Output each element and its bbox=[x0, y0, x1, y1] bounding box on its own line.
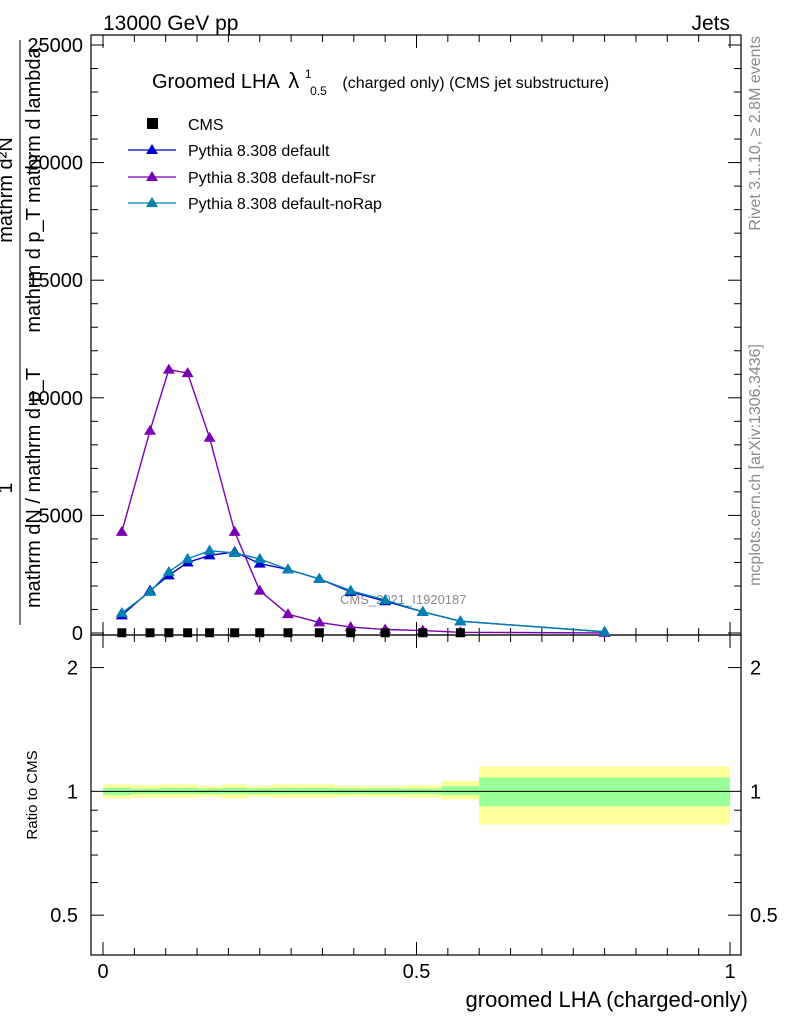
series-norap-marker bbox=[162, 565, 175, 576]
series-norap-marker bbox=[598, 625, 611, 636]
cms-marker bbox=[183, 628, 193, 638]
y-tick-label: 20000 bbox=[27, 153, 83, 175]
series-norap-marker bbox=[203, 544, 216, 555]
y-label-denominator: mathrm dN / mathrm d p_T bbox=[23, 368, 45, 608]
series-norap-marker bbox=[281, 563, 294, 574]
y-label-numerator-2: mathrm d p_T mathrm d lambda bbox=[23, 46, 45, 332]
cms-points bbox=[117, 628, 465, 638]
series-nofsr-marker bbox=[181, 367, 194, 378]
cms-marker bbox=[455, 628, 465, 638]
series-norap-marker bbox=[454, 615, 467, 626]
y-tick-label: 0 bbox=[72, 623, 83, 645]
x-tick-label: 0.5 bbox=[403, 961, 431, 983]
cms-marker bbox=[205, 628, 215, 638]
series-norap-marker bbox=[115, 607, 128, 618]
series-norap-marker bbox=[181, 552, 194, 563]
y-label-numerator: mathrm d²N bbox=[0, 137, 17, 243]
cms-marker bbox=[164, 628, 174, 638]
series-norap-marker bbox=[253, 552, 266, 563]
ratio-y-ticks: 0.5 0.5 1 1 2 2 bbox=[50, 658, 778, 928]
legend: CMS Pythia 8.308 default Pythia 8.308 de… bbox=[128, 117, 382, 213]
x-tick-label: 0 bbox=[97, 961, 108, 983]
rivet-label: Rivet 3.1.10, ≥ 2.8M events bbox=[747, 36, 764, 231]
series-norap-marker bbox=[144, 585, 157, 596]
cms-marker bbox=[418, 628, 428, 638]
main-title: Groomed LHA λ 1 0.5 (charged only) (CMS … bbox=[152, 61, 609, 100]
ratio-tick-label-left: 1 bbox=[67, 781, 78, 803]
legend-cms-marker bbox=[147, 118, 158, 129]
series-nofsr-marker bbox=[228, 525, 241, 536]
ratio-tick-label-right: 2 bbox=[750, 658, 761, 680]
process-label: Jets bbox=[691, 12, 730, 35]
ratio-tick-label-right: 1 bbox=[750, 781, 761, 803]
cms-marker bbox=[145, 628, 155, 638]
legend-cms-label: CMS bbox=[188, 117, 224, 134]
legend-default-label: Pythia 8.308 default bbox=[188, 143, 330, 160]
ratio-bands bbox=[103, 766, 730, 825]
series-norap-marker bbox=[313, 572, 326, 583]
cms-marker bbox=[380, 628, 390, 638]
ratio-band-inner bbox=[441, 786, 480, 795]
series-norap-marker bbox=[228, 547, 241, 558]
series-nofsr-marker bbox=[115, 525, 128, 536]
legend-nofsr-label: Pythia 8.308 default-noFsr bbox=[188, 170, 376, 187]
y-tick-label: 25000 bbox=[27, 35, 83, 57]
cms-marker bbox=[117, 628, 127, 638]
y-tick-label: 5000 bbox=[39, 505, 84, 527]
series-norap-marker bbox=[416, 605, 429, 616]
main-y-label: 1 mathrm dN / mathrm d p_T mathrm d²N ma… bbox=[0, 40, 45, 625]
series-nofsr-marker bbox=[253, 584, 266, 595]
cms-marker bbox=[283, 628, 293, 638]
series-nofsr-marker bbox=[281, 608, 294, 619]
y-tick-label: 10000 bbox=[27, 388, 83, 410]
y-tick-label: 15000 bbox=[27, 270, 83, 292]
main-y-ticks: 0 5000 10000 15000 20000 25000 bbox=[27, 35, 741, 645]
series-nofsr-marker bbox=[203, 431, 216, 442]
legend-norap-label: Pythia 8.308 default-noRap bbox=[188, 196, 382, 213]
series-layer bbox=[115, 363, 611, 637]
series-norap-marker bbox=[344, 584, 357, 595]
ratio-y-label: Ratio to CMS bbox=[24, 750, 41, 839]
legend-nofsr-marker bbox=[146, 171, 158, 181]
x-axis-label: groomed LHA (charged-only) bbox=[466, 987, 748, 1012]
series-nofsr-marker bbox=[144, 424, 157, 435]
legend-norap-marker bbox=[146, 197, 158, 207]
x-tick-label: 1 bbox=[724, 961, 735, 983]
series-norap-line bbox=[121, 549, 605, 633]
ratio-tick-label-left: 0.5 bbox=[50, 905, 78, 927]
cms-marker bbox=[314, 628, 324, 638]
cms-marker bbox=[255, 628, 265, 638]
series-norap-marker bbox=[379, 594, 392, 605]
cms-marker bbox=[346, 628, 356, 638]
ratio-band-inner bbox=[479, 777, 730, 807]
legend-default-marker bbox=[146, 144, 158, 154]
y-label-one: 1 bbox=[0, 482, 17, 493]
series-nofsr-marker bbox=[313, 616, 326, 627]
energy-label: 13000 GeV pp bbox=[103, 12, 238, 35]
series-nofsr-marker bbox=[162, 363, 175, 374]
cms-marker bbox=[230, 628, 240, 638]
ratio-tick-label-left: 2 bbox=[67, 658, 78, 680]
mcplots-label: mcplots.cern.ch [arXiv:1306.3436] bbox=[747, 344, 764, 586]
ratio-tick-label-right: 0.5 bbox=[750, 905, 778, 927]
